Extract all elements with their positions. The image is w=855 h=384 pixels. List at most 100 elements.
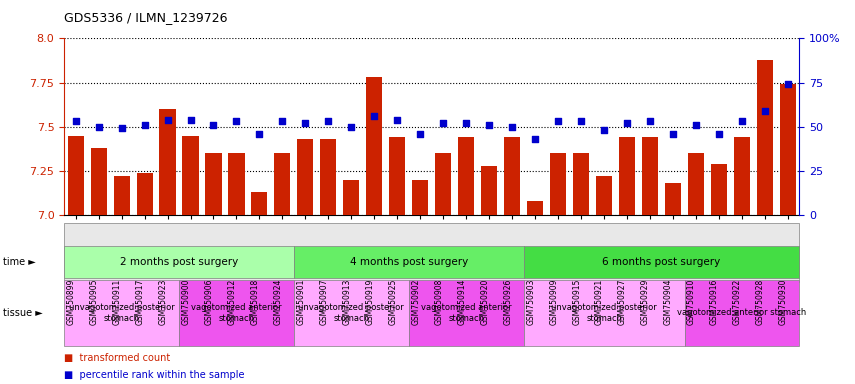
Bar [711, 164, 727, 215]
Text: GSM750903: GSM750903 [526, 278, 535, 325]
Text: GSM750899: GSM750899 [67, 278, 75, 325]
Point [298, 120, 312, 126]
Point [735, 118, 749, 124]
Point [551, 118, 565, 124]
Bar [274, 153, 291, 215]
Text: GSM750924: GSM750924 [274, 278, 282, 325]
Text: 6 months post surgery: 6 months post surgery [603, 257, 721, 267]
Text: GSM750926: GSM750926 [504, 278, 512, 325]
Bar [137, 173, 152, 215]
Text: GSM750928: GSM750928 [756, 278, 765, 324]
Bar [573, 153, 589, 215]
Point [345, 124, 358, 130]
Point [482, 122, 496, 128]
Point [321, 118, 335, 124]
Point [115, 126, 128, 132]
Point [138, 122, 151, 128]
Text: unvagotomized posterior
stomach: unvagotomized posterior stomach [68, 303, 174, 323]
Point [758, 108, 772, 114]
Text: GSM750914: GSM750914 [457, 278, 466, 325]
Point [459, 120, 473, 126]
Bar [114, 176, 130, 215]
Bar [68, 136, 84, 215]
Text: unvagotomized posterior
stomach: unvagotomized posterior stomach [551, 303, 657, 323]
Text: 4 months post surgery: 4 months post surgery [350, 257, 468, 267]
Text: ■  transformed count: ■ transformed count [64, 353, 170, 363]
Text: GSM750911: GSM750911 [113, 278, 121, 324]
Point [91, 124, 105, 130]
Text: GSM750920: GSM750920 [481, 278, 489, 325]
Text: GSM750912: GSM750912 [227, 278, 237, 324]
Point [68, 118, 82, 124]
Bar [366, 77, 382, 215]
Bar [344, 180, 359, 215]
Point [575, 118, 588, 124]
Bar [298, 139, 314, 215]
Text: GSM750907: GSM750907 [320, 278, 328, 325]
Point [781, 81, 795, 88]
Bar [251, 192, 268, 215]
Text: unvagotomized posterior
stomach: unvagotomized posterior stomach [298, 303, 404, 323]
Bar [435, 153, 451, 215]
Text: GSM750925: GSM750925 [388, 278, 398, 325]
Bar [734, 137, 750, 215]
Bar [91, 148, 107, 215]
Point [436, 120, 450, 126]
Point [712, 131, 726, 137]
Bar [780, 84, 796, 215]
Text: GSM750900: GSM750900 [181, 278, 191, 325]
Bar [642, 137, 658, 215]
Text: GSM750930: GSM750930 [779, 278, 788, 325]
Bar [528, 201, 543, 215]
Bar [228, 153, 245, 215]
Bar [504, 137, 520, 215]
Bar [458, 137, 475, 215]
Text: GSM750927: GSM750927 [618, 278, 627, 325]
Text: GSM750910: GSM750910 [687, 278, 696, 325]
Point [598, 127, 611, 133]
Text: tissue ►: tissue ► [3, 308, 42, 318]
Text: 2 months post surgery: 2 months post surgery [120, 257, 239, 267]
Bar [619, 137, 635, 215]
Point [252, 131, 266, 137]
Text: time ►: time ► [3, 257, 35, 267]
Point [505, 124, 519, 130]
Bar [596, 176, 612, 215]
Text: GSM750917: GSM750917 [136, 278, 144, 325]
Point [689, 122, 703, 128]
Text: GSM750918: GSM750918 [251, 278, 259, 324]
Text: vagotomized anterior
stomach: vagotomized anterior stomach [192, 303, 282, 323]
Bar [481, 166, 498, 215]
Text: GSM750904: GSM750904 [664, 278, 673, 325]
Text: GSM750921: GSM750921 [595, 278, 604, 324]
Point [666, 131, 680, 137]
Point [368, 113, 381, 119]
Text: GSM750922: GSM750922 [733, 278, 742, 324]
Text: GSM750913: GSM750913 [342, 278, 351, 325]
Text: GSM750909: GSM750909 [549, 278, 558, 325]
Text: GSM750916: GSM750916 [710, 278, 719, 325]
Text: ■  percentile rank within the sample: ■ percentile rank within the sample [64, 370, 245, 380]
Text: GSM750929: GSM750929 [641, 278, 650, 325]
Bar [688, 153, 704, 215]
Text: GSM750906: GSM750906 [204, 278, 214, 325]
Point [275, 118, 289, 124]
Text: GSM750901: GSM750901 [297, 278, 305, 325]
Bar [160, 109, 175, 215]
Text: GSM750915: GSM750915 [572, 278, 581, 325]
Point [391, 117, 404, 123]
Bar [412, 180, 428, 215]
Point [643, 118, 657, 124]
Point [161, 117, 174, 123]
Text: GSM750923: GSM750923 [158, 278, 168, 325]
Text: GSM750908: GSM750908 [434, 278, 443, 325]
Point [207, 122, 221, 128]
Bar [550, 153, 566, 215]
Point [230, 118, 244, 124]
Bar [665, 183, 681, 215]
Point [528, 136, 542, 142]
Bar [205, 153, 221, 215]
Point [620, 120, 634, 126]
Text: vagotomized anterior
stomach: vagotomized anterior stomach [421, 303, 511, 323]
Bar [757, 60, 773, 215]
